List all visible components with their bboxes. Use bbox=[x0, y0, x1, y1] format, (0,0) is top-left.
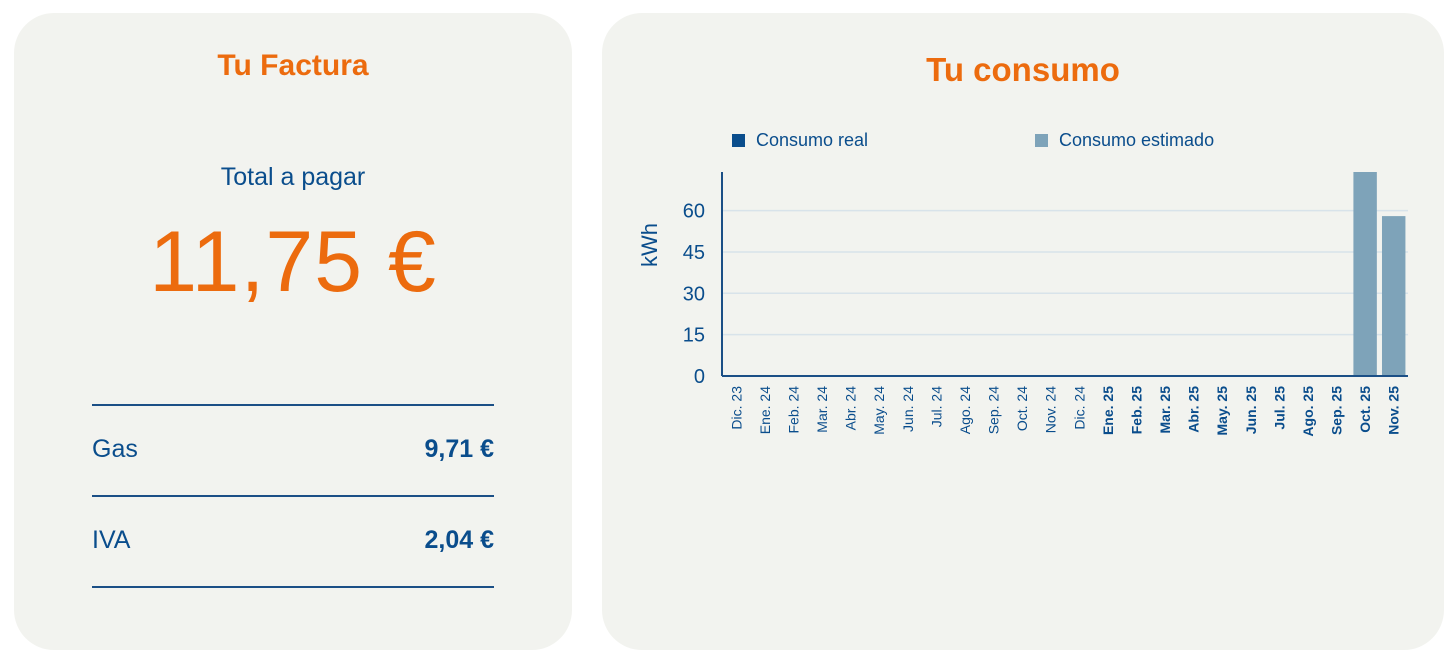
x-tick-label: Jul. 25 bbox=[1271, 386, 1287, 430]
x-tick-label: Ago. 24 bbox=[957, 386, 973, 434]
legend-real: Consumo real bbox=[732, 130, 868, 151]
x-tick-label: Jul. 24 bbox=[928, 386, 944, 427]
total-amount: 11,75 € bbox=[149, 214, 437, 310]
gas-value: 9,71 € bbox=[424, 435, 494, 463]
y-axis-label: kWh bbox=[637, 223, 662, 267]
x-tick-label: Mar. 25 bbox=[1157, 386, 1173, 434]
x-tick-label: Oct. 25 bbox=[1357, 386, 1373, 433]
x-tick-label: May. 24 bbox=[871, 386, 887, 435]
x-tick-label: Jun. 25 bbox=[1243, 386, 1259, 434]
consumption-title: Tu consumo bbox=[926, 51, 1120, 88]
y-tick-label: 0 bbox=[694, 366, 705, 388]
x-tick-label: Abr. 24 bbox=[843, 386, 859, 431]
legend-label-estimated: Consumo estimado bbox=[1059, 130, 1215, 150]
x-tick-label: Sep. 24 bbox=[986, 386, 1002, 434]
legend-swatch-estimated bbox=[1035, 134, 1048, 147]
invoice-card: Tu Factura Total a pagar 11,75 € Gas 9,7… bbox=[14, 13, 572, 650]
iva-label: IVA bbox=[92, 526, 131, 554]
x-tick-label: Abr. 25 bbox=[1186, 386, 1202, 433]
legend-swatch-real bbox=[732, 134, 745, 147]
x-tick-label: Feb. 24 bbox=[785, 386, 801, 434]
bar bbox=[1381, 216, 1406, 376]
x-tick-label: Dic. 24 bbox=[1071, 386, 1087, 430]
divider bbox=[92, 586, 494, 588]
consumption-chart: 0 15 30 45 60 kWh Dic. 23 Ene. 24 Feb. 24 Mar. 24… bbox=[637, 172, 1408, 437]
x-tick-label: Oct. 24 bbox=[1014, 386, 1030, 431]
bar bbox=[1353, 172, 1377, 376]
y-tick-label: 45 bbox=[683, 242, 705, 264]
consumption-card: Tu consumo Consumo real Consumo estimado… bbox=[602, 13, 1444, 650]
x-tick-label: May. 25 bbox=[1214, 386, 1230, 436]
x-tick-label: Ago. 25 bbox=[1300, 386, 1316, 437]
x-tick-label: Ene. 24 bbox=[757, 386, 773, 434]
x-tick-label: Sep. 25 bbox=[1329, 386, 1345, 435]
gas-label: Gas bbox=[92, 435, 138, 463]
x-tick-label: Dic. 23 bbox=[728, 386, 744, 430]
iva-value: 2,04 € bbox=[424, 526, 494, 554]
x-tick-label: Jun. 24 bbox=[900, 386, 916, 432]
total-label: Total a pagar bbox=[220, 163, 366, 191]
x-tick-label: Nov. 24 bbox=[1043, 386, 1059, 433]
invoice-title: Tu Factura bbox=[217, 49, 369, 82]
y-tick-label: 15 bbox=[683, 325, 705, 347]
divider bbox=[92, 404, 494, 406]
y-tick-label: 60 bbox=[683, 201, 705, 223]
x-tick-label: Nov. 25 bbox=[1386, 386, 1402, 435]
x-tick-label: Feb. 25 bbox=[1128, 386, 1144, 434]
legend-estimated: Consumo estimado bbox=[1035, 130, 1214, 151]
y-tick-label: 30 bbox=[683, 283, 705, 305]
legend-label-real: Consumo real bbox=[756, 130, 869, 150]
x-tick-label: Ene. 25 bbox=[1100, 386, 1116, 435]
divider bbox=[92, 495, 494, 497]
x-tick-label: Mar. 24 bbox=[814, 386, 830, 433]
